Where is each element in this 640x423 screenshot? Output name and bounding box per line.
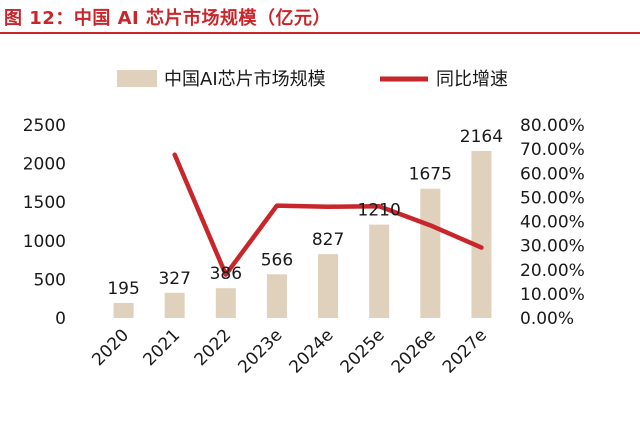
- y-right-tick-label: 80.00%: [520, 116, 585, 136]
- bar: [164, 292, 185, 318]
- y-right-tick-label: 70.00%: [520, 140, 585, 160]
- bar-value-label: 386: [210, 264, 242, 284]
- x-tick-label: 2022: [191, 325, 236, 370]
- x-tick-label: 2026e: [388, 325, 440, 377]
- y-left-tick-label: 2500: [23, 116, 66, 136]
- x-tick-label: 2023e: [234, 325, 286, 377]
- title-rule: [0, 32, 640, 34]
- growth-line: [172, 152, 484, 277]
- y-right-tick-label: 50.00%: [520, 188, 585, 208]
- legend-label-bar: 中国AI芯片市场规模: [164, 69, 326, 90]
- bar: [113, 302, 134, 318]
- y-left-tick-label: 500: [34, 270, 66, 290]
- right-axis: 0.00% 10.00% 20.00% 30.00% 40.00% 50.00% 60.00…: [520, 116, 585, 329]
- legend: 中国AI芯片市场规模 同比增速: [117, 69, 508, 90]
- data-labels: 195 327 386 566 827 1210 1675 2164: [107, 127, 503, 299]
- figure-title: 图 12：中国 AI 芯片市场规模（亿元）: [4, 8, 331, 29]
- bar-value-label: 566: [261, 250, 293, 270]
- legend-label-line: 同比增速: [436, 69, 508, 90]
- bars: [113, 150, 492, 318]
- bar-value-label: 2164: [460, 127, 503, 147]
- y-left-tick-label: 2000: [23, 155, 66, 175]
- y-right-tick-label: 30.00%: [520, 237, 585, 257]
- legend-swatch-bar: [117, 70, 157, 87]
- bar: [471, 150, 492, 318]
- bar-value-label: 1210: [358, 201, 401, 221]
- x-tick-label: 2020: [88, 325, 133, 370]
- bar: [420, 188, 441, 318]
- y-right-tick-label: 10.00%: [520, 285, 585, 305]
- bar: [215, 288, 236, 318]
- growth-line-path: [172, 152, 484, 277]
- x-tick-label: 2024e: [285, 325, 337, 377]
- y-right-tick-label: 20.00%: [520, 261, 585, 281]
- x-tick-label: 2025e: [337, 325, 389, 377]
- y-right-tick-label: 60.00%: [520, 164, 585, 184]
- x-tick-label: 2021: [139, 325, 184, 370]
- bar: [318, 254, 339, 318]
- y-right-tick-label: 40.00%: [520, 213, 585, 233]
- bar: [369, 224, 390, 318]
- y-right-tick-label: 0.00%: [520, 309, 574, 329]
- left-axis: 0 500 1000 1500 2000 2500: [23, 116, 66, 329]
- x-tick-label: 2027e: [439, 325, 491, 377]
- bar: [266, 274, 287, 318]
- bar-value-label: 827: [312, 230, 344, 250]
- y-left-tick-label: 1000: [23, 232, 66, 252]
- bar-value-label: 195: [107, 279, 139, 299]
- bar-value-label: 1675: [409, 165, 452, 185]
- y-left-tick-label: 0: [55, 309, 66, 329]
- y-left-tick-label: 1500: [23, 193, 66, 213]
- bar-value-label: 327: [158, 269, 190, 289]
